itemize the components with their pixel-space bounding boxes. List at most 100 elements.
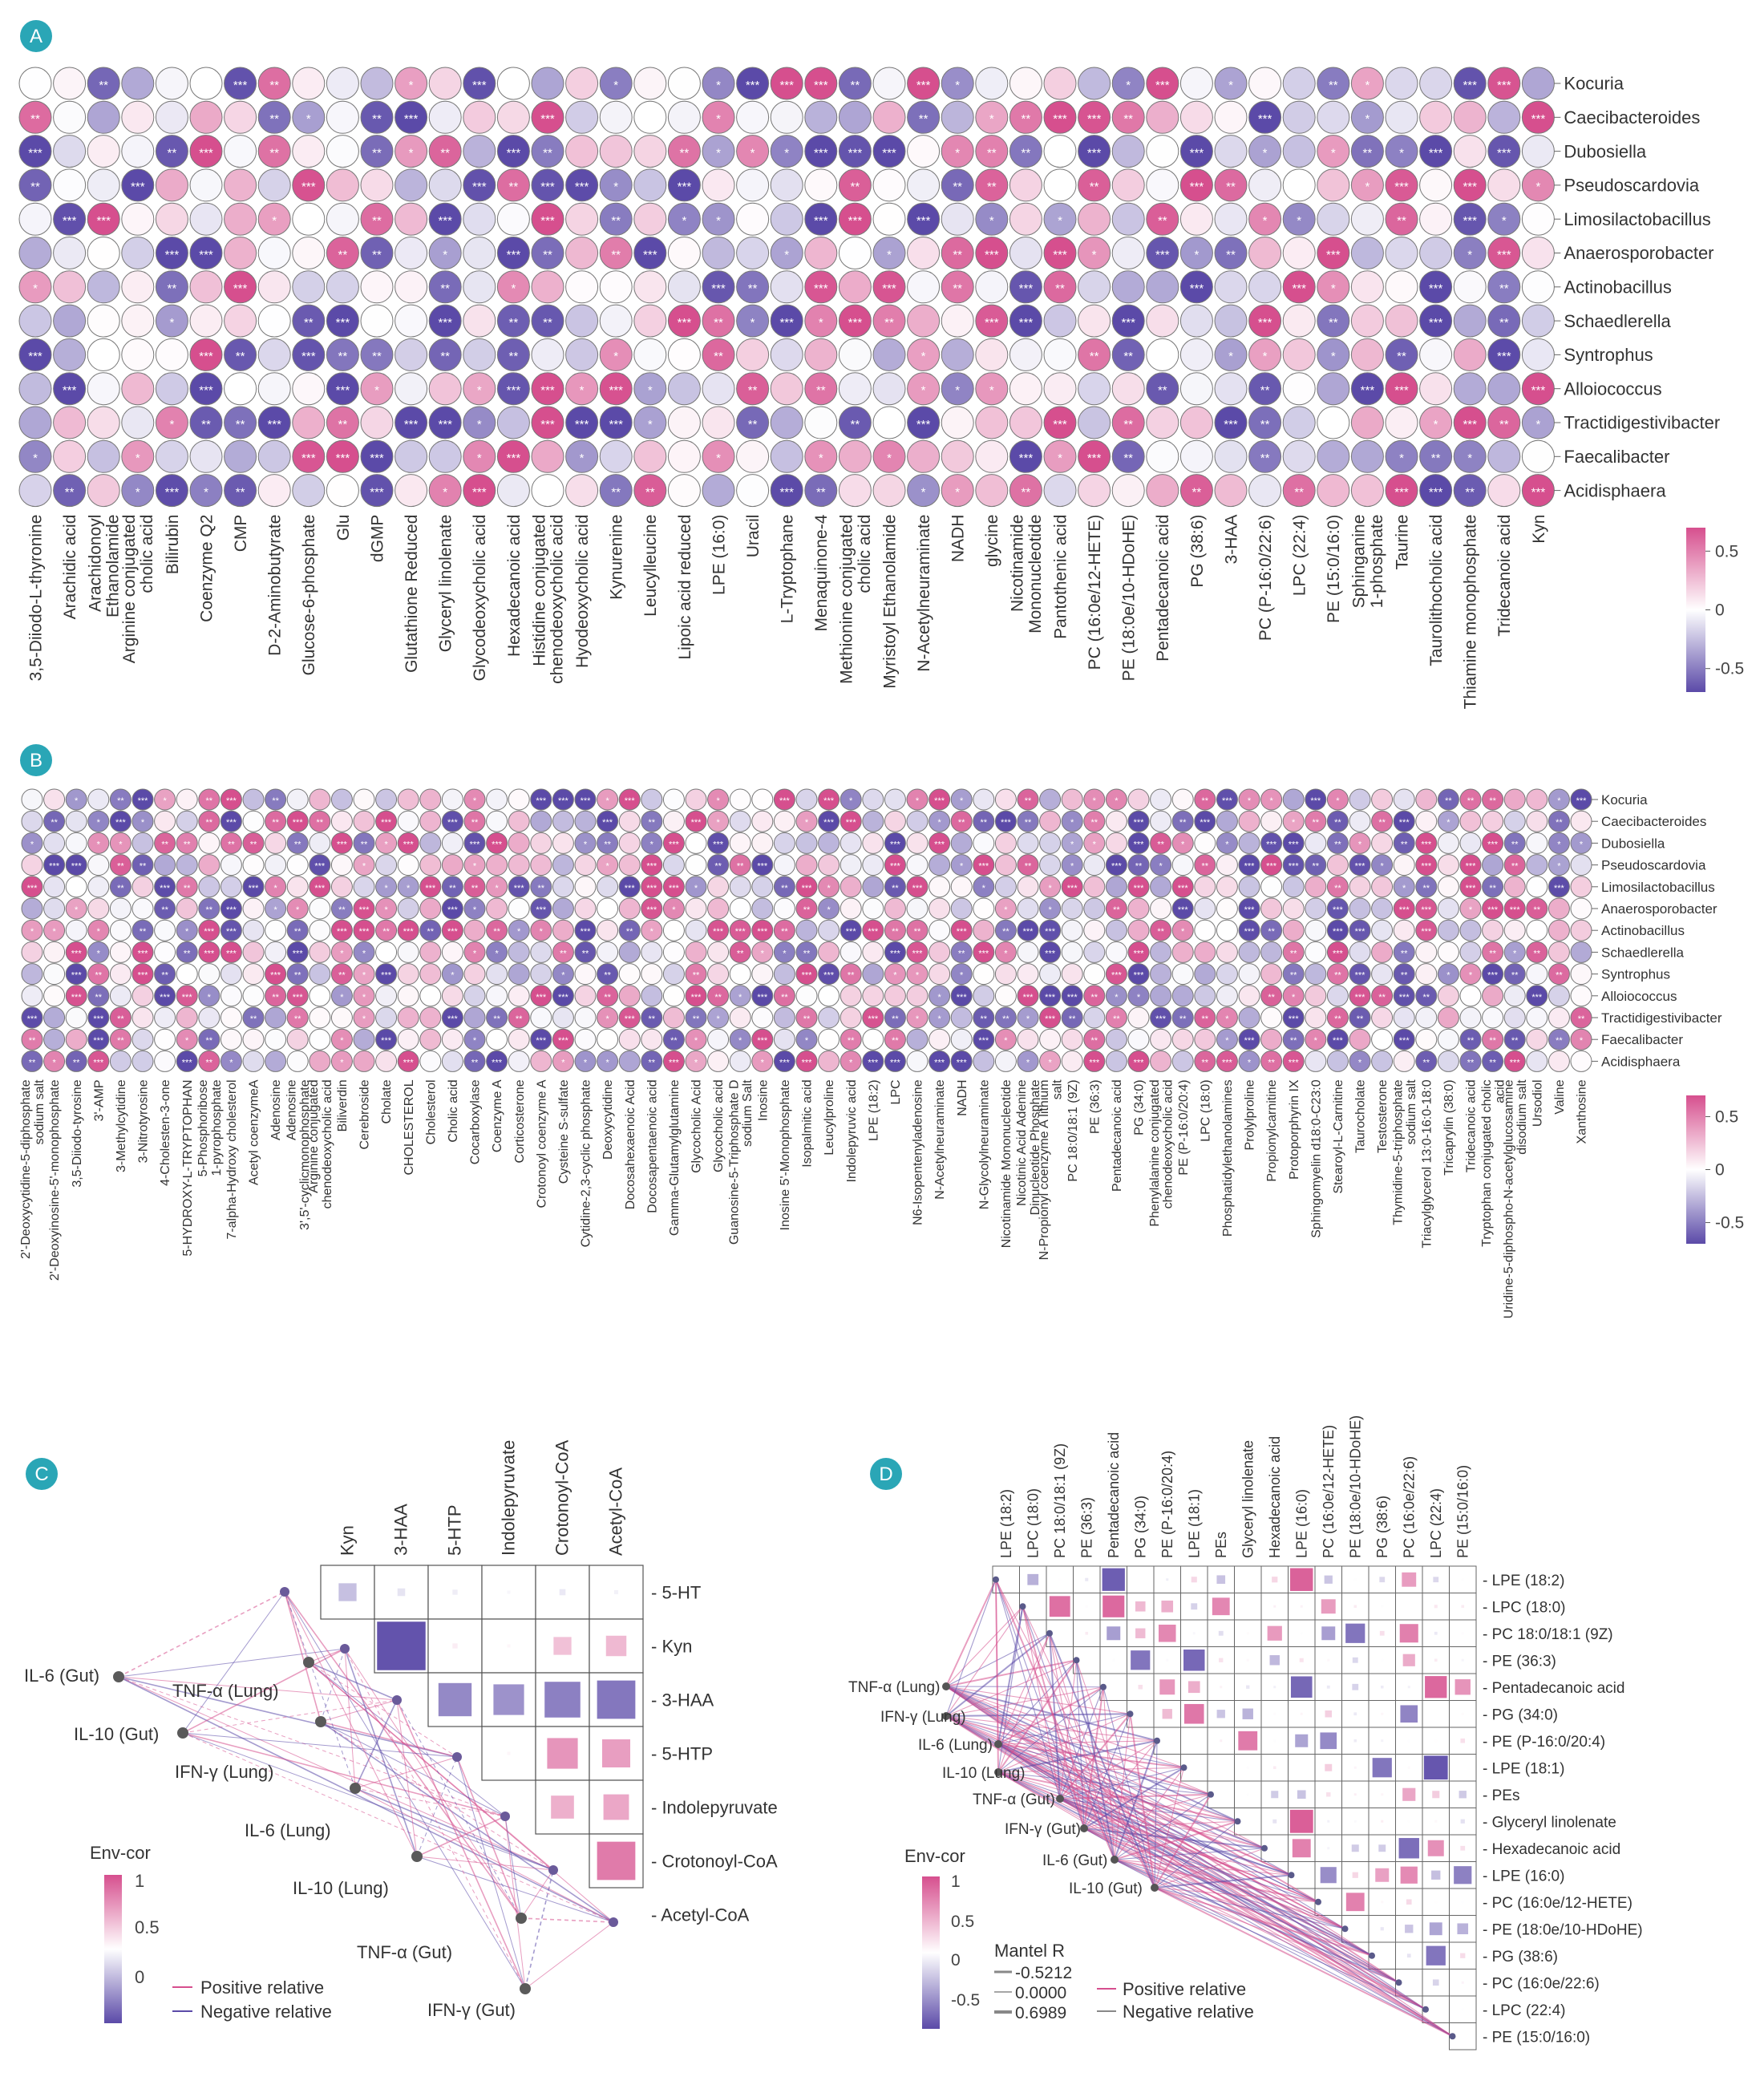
column-label: Glu — [334, 515, 353, 541]
heatmap-cell — [770, 338, 803, 371]
significance-mark: *** — [93, 1014, 104, 1024]
heatmap-cell — [326, 270, 359, 304]
heatmap-cell — [662, 788, 685, 811]
heatmap-cell — [18, 67, 52, 100]
heatmap-cell — [1393, 810, 1415, 832]
network-edge — [1102, 1686, 1155, 1889]
heatmap-cell — [508, 1050, 530, 1072]
heatmap-cell — [838, 270, 872, 304]
heatmap-cell — [1039, 810, 1062, 832]
network-edge — [118, 1591, 285, 1678]
heatmap-cell — [599, 100, 633, 134]
significance-mark: * — [916, 796, 920, 806]
significance-mark: ** — [1268, 1058, 1275, 1067]
correlation-square — [1381, 1686, 1384, 1689]
heatmap-cell — [1548, 963, 1570, 986]
significance-mark: ** — [626, 927, 633, 937]
matrix-cell — [1234, 1673, 1262, 1701]
significance-mark: ** — [919, 112, 929, 126]
heatmap-cell — [1194, 1050, 1216, 1072]
column-label: Histidine conjugated — [530, 515, 548, 666]
heatmap-cell — [176, 854, 198, 876]
heatmap-cell — [840, 1006, 862, 1029]
heatmap-cell — [1150, 1006, 1172, 1029]
heatmap-cell — [1105, 854, 1127, 876]
heatmap-cell — [1146, 439, 1179, 473]
heatmap-cell — [486, 788, 508, 811]
heatmap-cell — [441, 876, 463, 898]
heatmap-cell — [1017, 1006, 1039, 1029]
significance-mark: * — [443, 248, 447, 261]
heatmap-cell — [804, 372, 838, 406]
heatmap-cell — [330, 1050, 353, 1072]
network-edge — [344, 1648, 522, 1919]
significance-mark: * — [584, 840, 588, 849]
significance-mark: *** — [438, 418, 452, 431]
significance-mark: ** — [1499, 316, 1509, 330]
network-edge — [182, 1732, 458, 1758]
significance-mark: *** — [226, 927, 237, 937]
heatmap-cell — [736, 135, 770, 168]
heatmap-cell — [1260, 876, 1283, 898]
cytokine-node — [303, 1657, 314, 1668]
significance-mark: ** — [958, 818, 965, 828]
heatmap-cell — [397, 897, 419, 920]
heatmap-cell — [1061, 1006, 1083, 1029]
heatmap-cell — [574, 832, 597, 854]
heatmap-cell — [220, 854, 242, 876]
heatmap-cell — [1150, 876, 1172, 898]
heatmap-cell — [531, 67, 564, 100]
heatmap-cell — [1371, 1028, 1394, 1051]
correlation-square — [1183, 1650, 1205, 1671]
correlation-square — [1216, 1575, 1226, 1585]
heatmap-cell — [496, 135, 530, 168]
heatmap-cell — [1349, 810, 1371, 832]
heatmap-cell — [531, 237, 564, 269]
network-edge — [1059, 1660, 1078, 1799]
heatmap-cell — [618, 788, 641, 811]
heatmap-cell — [707, 919, 730, 941]
metabolite-node — [1395, 1979, 1402, 1986]
significance-mark: * — [97, 927, 101, 937]
column-label: N-Acetylneuraminate — [915, 515, 933, 672]
heatmap-cell — [257, 135, 291, 168]
network-edge — [284, 1591, 356, 1789]
significance-mark: ** — [645, 485, 655, 499]
heatmap-cell — [1150, 832, 1172, 854]
network-edge — [520, 1869, 554, 1919]
heatmap-cell — [618, 832, 641, 854]
heatmap-cell — [508, 1028, 530, 1051]
heatmap-cell — [1248, 338, 1282, 371]
significance-mark: ** — [892, 884, 899, 893]
heatmap-cell — [463, 202, 496, 236]
significance-mark: * — [827, 905, 831, 915]
network-edge — [308, 1662, 506, 1817]
significance-mark: ** — [1334, 1014, 1341, 1024]
heatmap-cell — [662, 876, 685, 898]
heatmap-cell — [1453, 237, 1487, 269]
heatmap-cell — [1317, 474, 1350, 508]
heatmap-cell — [818, 788, 840, 811]
heatmap-cell — [1146, 338, 1179, 371]
heatmap-cell — [265, 832, 287, 854]
heatmap-cell — [87, 474, 120, 508]
significance-mark: *** — [1333, 905, 1344, 915]
significance-mark: * — [119, 840, 123, 849]
heatmap-cell — [862, 941, 884, 963]
heatmap-cell — [1482, 941, 1504, 963]
significance-mark: * — [374, 383, 379, 397]
significance-mark: * — [97, 818, 101, 828]
heatmap-cell — [552, 941, 574, 963]
correlation-square — [1321, 1626, 1336, 1641]
significance-mark: * — [1225, 1014, 1229, 1024]
correlation-square — [1246, 1766, 1249, 1769]
heatmap-cell — [1526, 919, 1548, 941]
significance-mark: ** — [1123, 112, 1133, 126]
heatmap-cell — [667, 439, 701, 473]
significance-mark: ** — [372, 248, 382, 261]
heatmap-cell — [1419, 474, 1453, 508]
correlation-square — [1461, 1981, 1464, 1984]
heatmap-cell — [286, 1006, 309, 1029]
heatmap-cell — [87, 963, 110, 986]
significance-mark: ** — [294, 1014, 301, 1024]
